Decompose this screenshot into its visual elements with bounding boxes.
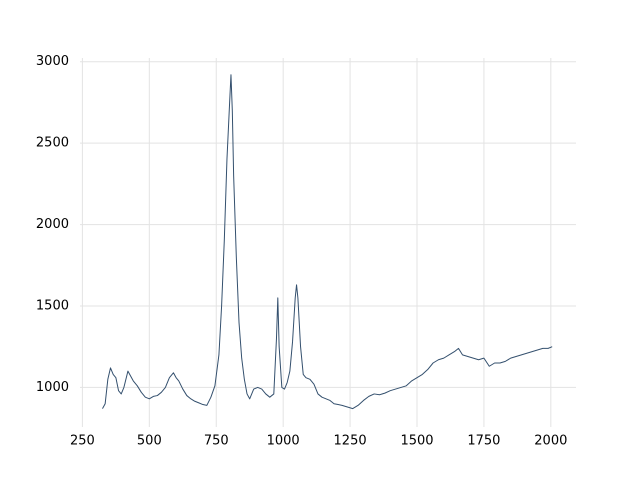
x-tick-label: 1500 [400,434,433,449]
x-tick-label: 1000 [267,434,300,449]
x-tick-label: 250 [70,434,95,449]
x-tick-label: 1250 [334,434,367,449]
x-tick-label: 750 [204,434,229,449]
data-line [102,74,553,410]
x-tick-label: 500 [137,434,162,449]
y-tick-label: 3000 [36,54,69,69]
x-tick-label: 1750 [467,434,500,449]
y-tick-label: 2000 [36,217,69,232]
y-tick-label: 1000 [36,380,69,395]
x-tick-label: 2000 [534,434,567,449]
y-tick-label: 1500 [36,299,69,314]
y-tick-label: 2500 [36,136,69,151]
